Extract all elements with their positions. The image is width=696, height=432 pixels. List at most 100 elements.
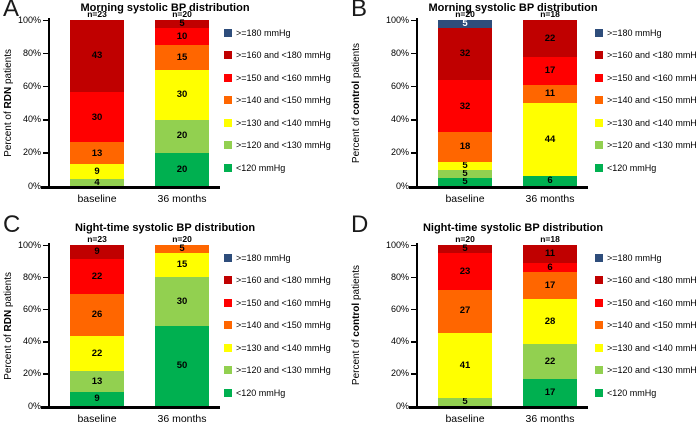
y-axis-label: Percent of RDN patients: [0, 245, 17, 406]
legend-item: >=160 and <180 mmHg: [224, 275, 331, 285]
x-axis-line: [409, 186, 588, 189]
y-axis-line: [48, 243, 50, 408]
y-axis-line: [416, 18, 418, 188]
legend-label: >=150 and <160 mmHg: [607, 297, 696, 308]
y-tick-mark: [411, 19, 416, 21]
chart-title: Night-time systolic BP distribution: [422, 222, 604, 234]
legend-swatch-icon: [224, 28, 232, 37]
y-tick-label: 40%: [390, 336, 409, 347]
panel-letter: A: [3, 0, 20, 22]
x-axis-line: [41, 406, 220, 409]
y-tick-label: 100%: [17, 14, 41, 25]
legend-swatch-icon: [224, 366, 232, 374]
bar-36months: 50 30 15 5: [155, 244, 209, 406]
y-tick-mark: [411, 244, 416, 246]
y-tick-mark: [43, 85, 48, 88]
legend-item: <120 mmHg: [595, 387, 696, 398]
y-tick-mark: [43, 152, 48, 154]
y-tick-label: 60%: [22, 303, 41, 314]
legend-label: >=150 and <160 mmHg: [236, 72, 331, 83]
x-label-baseline: baseline: [77, 413, 117, 425]
legend-item: >=140 and <150 mmHg: [224, 320, 331, 330]
legend-label: >=160 and <180 mmHg: [236, 50, 331, 60]
legend-swatch-icon: [224, 73, 232, 82]
bar-segment: 5: [155, 19, 209, 29]
bar-segment: 27: [438, 289, 492, 333]
bar-36months: 17 22 28 17 6 11: [523, 245, 577, 406]
y-axis-label: Percent of control patients: [348, 20, 365, 186]
y-axis-line: [416, 243, 418, 408]
bar-segment: 13: [70, 142, 124, 165]
bar-segment: 22: [70, 259, 124, 295]
panel-c-nighttime-rdn: C Night-time systolic BP distribution Pe…: [0, 211, 348, 432]
legend-item: >=150 and <160 mmHg: [224, 72, 331, 83]
legend: >=180 mmHg >=160 and <180 mmHg >=150 and <…: [224, 28, 331, 173]
y-tick-label: 0%: [395, 400, 409, 411]
legend-label: >=120 and <130 mmHg: [236, 365, 331, 375]
y-tick-label: 60%: [390, 303, 409, 314]
legend-swatch-icon: [595, 321, 603, 329]
y-tick-label: 80%: [390, 271, 409, 282]
y-tick-label: 80%: [22, 271, 41, 282]
plot-area: 4 9 13 30 43 20 20 30 15 10 5 0% 20% 40% 60% 80% 100%: [18, 15, 220, 190]
legend-item: >=180 mmHg: [224, 28, 331, 38]
x-label-baseline: baseline: [445, 193, 485, 205]
chart-title: Night-time systolic BP distribution: [74, 222, 256, 234]
n-count-36months: n=18: [540, 234, 560, 244]
bar-segment: 13: [70, 370, 124, 392]
n-count-baseline: n=20: [455, 9, 475, 19]
bar-segment: 17: [523, 378, 577, 406]
y-tick-mark: [411, 152, 416, 154]
legend-item: >=120 and <130 mmHg: [595, 140, 696, 150]
legend-swatch-icon: [595, 141, 603, 149]
legend-label: >=180 mmHg: [607, 27, 662, 38]
x-label-36months: 36 months: [525, 413, 575, 425]
bar-segment: 22: [523, 20, 577, 57]
y-tick-label: 40%: [22, 336, 41, 347]
legend-item: >=140 and <150 mmHg: [224, 95, 331, 105]
n-count-baseline: n=20: [455, 234, 475, 244]
legend-label: >=130 and <140 mmHg: [236, 342, 331, 353]
legend-label: <120 mmHg: [607, 387, 657, 398]
y-tick-label: 80%: [22, 47, 41, 58]
y-tick-mark: [411, 405, 416, 407]
y-tick-label: 0%: [27, 400, 41, 411]
legend-label: >=130 and <140 mmHg: [236, 117, 331, 128]
legend-item: <120 mmHg: [224, 163, 331, 173]
bar-36months: 6 44 11 17 22: [523, 20, 577, 186]
y-tick-label: 40%: [390, 114, 409, 125]
legend-swatch-icon: [595, 253, 603, 262]
y-label-text: Percent of: [351, 337, 362, 386]
bar-segment: 17: [523, 272, 577, 300]
bar-segment: 23: [438, 252, 492, 290]
legend-label: <120 mmHg: [607, 162, 657, 173]
legend-swatch-icon: [595, 51, 603, 59]
legend-label: >=120 and <130 mmHg: [607, 365, 696, 375]
chart-title: Morning systolic BP distribution: [428, 2, 598, 14]
y-tick-label: 40%: [22, 114, 41, 125]
legend-swatch-icon: [595, 388, 603, 397]
n-count-36months: n=18: [540, 9, 560, 19]
y-tick-mark: [43, 341, 48, 343]
panel-letter: B: [351, 0, 368, 22]
y-label-text: patients: [351, 265, 362, 304]
y-tick-mark: [411, 308, 416, 311]
legend-swatch-icon: [224, 343, 232, 352]
legend: >=180 mmHg >=160 and <180 mmHg >=150 and <…: [224, 253, 331, 398]
x-label-36months: 36 months: [157, 193, 207, 205]
legend-label: >=120 and <130 mmHg: [236, 140, 331, 150]
x-axis-line: [41, 186, 220, 189]
legend-swatch-icon: [224, 388, 232, 397]
legend-label: >=160 and <180 mmHg: [607, 275, 696, 285]
legend-swatch-icon: [595, 118, 603, 127]
y-tick-label: 20%: [22, 147, 41, 158]
legend-item: >=120 and <130 mmHg: [224, 365, 331, 375]
bar-segment: 5: [438, 397, 492, 406]
legend-swatch-icon: [595, 96, 603, 104]
y-tick-label: 20%: [390, 368, 409, 379]
y-tick-label: 20%: [390, 147, 409, 158]
y-tick-mark: [43, 405, 48, 407]
n-count-baseline: n=23: [87, 9, 107, 19]
y-tick-label: 80%: [390, 47, 409, 58]
legend-item: >=130 and <140 mmHg: [595, 343, 696, 353]
